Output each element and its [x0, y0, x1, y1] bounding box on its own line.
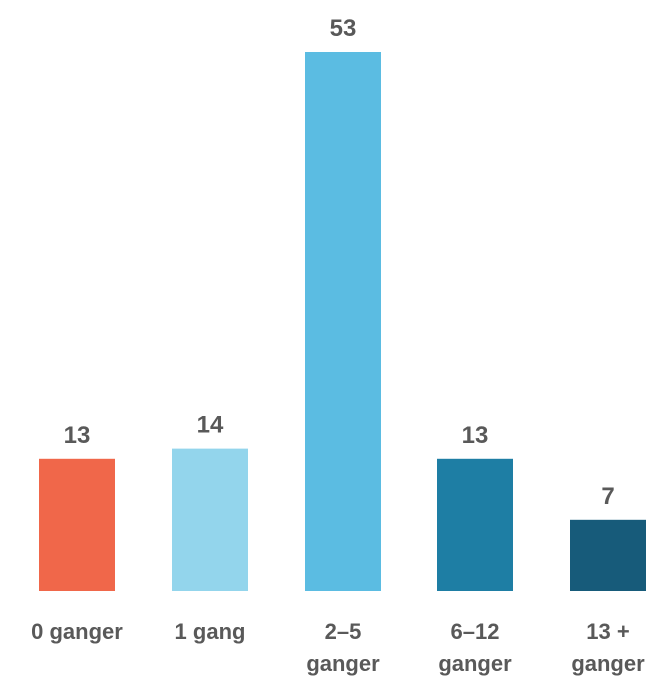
bars-group	[39, 52, 646, 591]
category-label-3: 6–12 ganger	[438, 619, 512, 676]
value-label-3: 13	[462, 422, 489, 449]
bar-2	[305, 52, 381, 591]
bar-1	[172, 448, 248, 591]
value-label-1: 14	[197, 412, 224, 439]
category-label-1: 1 gang	[175, 619, 246, 644]
value-label-2: 53	[330, 15, 357, 42]
category-label-4: 13 + ganger	[571, 619, 645, 676]
bar-0	[39, 458, 115, 591]
category-labels-group: 0 ganger 1 gang 2–5 ganger 6–12 ganger 13 + gan…	[31, 619, 645, 676]
bar-3	[437, 458, 513, 591]
value-label-0: 13	[64, 422, 91, 449]
value-label-4: 7	[601, 483, 614, 510]
bar-4	[570, 519, 646, 591]
category-label-2: 2–5 ganger	[306, 619, 380, 676]
value-labels-group: 13 14 53 13 7	[64, 15, 615, 510]
category-label-0: 0 ganger	[31, 619, 123, 644]
